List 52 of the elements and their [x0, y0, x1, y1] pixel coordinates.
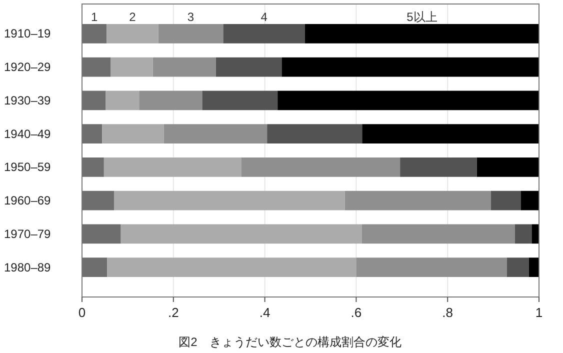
bar [104, 158, 242, 177]
x-tick-label: .4 [259, 305, 270, 320]
series-label: 2 [129, 10, 136, 24]
bar [202, 90, 278, 110]
text: 図2 きょうだい数ごとの構成割合の変化 [178, 335, 402, 349]
bar [114, 190, 345, 210]
bar [400, 158, 477, 177]
y-tick-label: 1930–39 [4, 93, 52, 108]
bar [305, 24, 539, 44]
bar [362, 124, 539, 144]
bar [107, 258, 356, 277]
y-tick-label: 1960–69 [4, 194, 52, 208]
x-tick-label: 1 [535, 305, 543, 320]
bar [216, 57, 282, 77]
bar [507, 258, 529, 277]
y-tick-label: 1940–49 [4, 126, 52, 141]
bar [532, 224, 539, 244]
y-tick-label: 1920–29 [4, 60, 52, 74]
bar [223, 24, 306, 44]
bar [120, 224, 362, 244]
bar [528, 258, 539, 277]
bar [514, 224, 532, 244]
bar [106, 24, 158, 44]
bar [139, 90, 202, 110]
bar [282, 57, 539, 77]
bar [476, 158, 539, 177]
series-label: 5以上 [406, 10, 438, 24]
bar [356, 258, 508, 277]
x-tick-label: .8 [442, 305, 454, 320]
y-tick-label: 1950–59 [4, 160, 52, 174]
bar [106, 90, 140, 110]
x-tick-label: .2 [168, 305, 179, 320]
bar [152, 57, 216, 77]
series-label: 4 [260, 10, 268, 24]
x-tick-label: 0 [78, 305, 86, 320]
bar [491, 190, 521, 210]
bar [267, 124, 362, 144]
y-tick-label: 1970–79 [4, 226, 52, 241]
series-label: 3 [187, 10, 194, 24]
y-tick-label: 1980–89 [4, 260, 52, 274]
bar [102, 124, 164, 144]
bar [164, 124, 268, 144]
y-tick-label: 1910–19 [4, 26, 52, 41]
series-label: 1 [90, 10, 98, 24]
bar [241, 158, 400, 177]
bar [110, 57, 153, 77]
bar [278, 90, 539, 110]
bar [344, 190, 492, 210]
bar [520, 190, 539, 210]
bar [362, 224, 515, 244]
x-tick-label: .6 [350, 305, 362, 320]
bar [158, 24, 224, 44]
